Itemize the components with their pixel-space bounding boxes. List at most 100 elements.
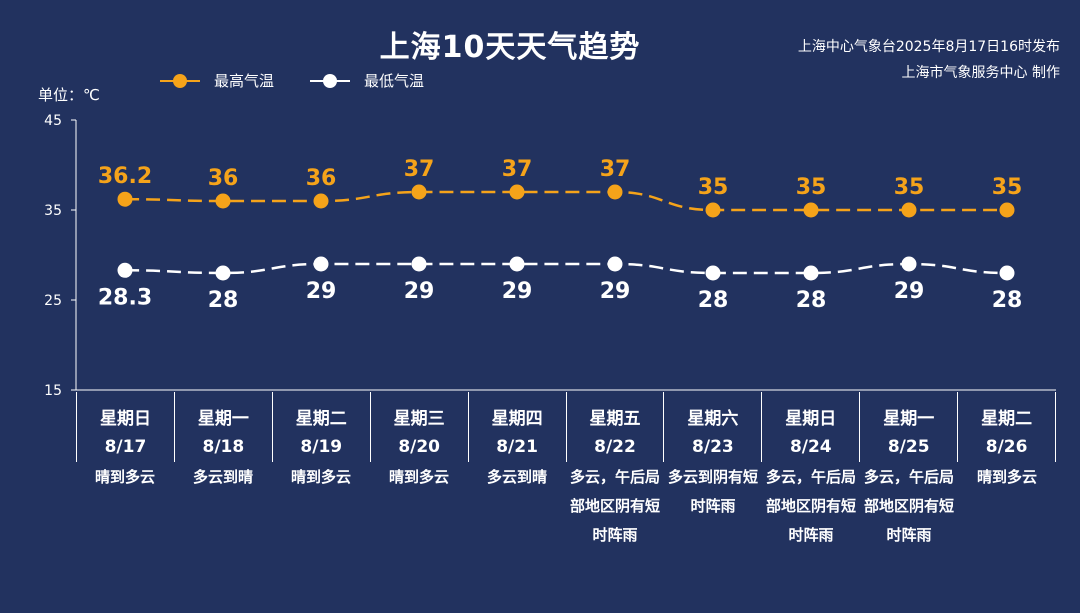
data-label-high: 36.2: [98, 164, 152, 189]
data-point-low: [803, 265, 819, 281]
weekday-label: 星期一: [883, 409, 935, 429]
data-label-high: 35: [992, 175, 1023, 200]
day-column: 星期五 8/22: [565, 392, 664, 462]
data-label-low: 29: [404, 279, 435, 304]
legend-low-marker: [310, 73, 351, 88]
date-label: 8/21: [496, 437, 538, 457]
legend-high-label: 最高气温: [214, 72, 275, 90]
data-label-high: 35: [894, 175, 925, 200]
data-label-low: 28: [796, 288, 827, 313]
day-column: 星期六 8/23: [663, 392, 761, 462]
data-label-high: 37: [502, 157, 533, 182]
day-column: 星期日 8/24: [761, 392, 859, 462]
day-table: 星期日 8/17 星期一 8/18 星期二 8/19 星期三 8/20 星期四 8/21 星期五 8/…: [76, 392, 1057, 462]
weekday-label: 星期二: [295, 409, 347, 429]
data-point-high: [705, 202, 721, 218]
weather-description: 晴到多云: [388, 468, 449, 486]
chart-legend: 最高气温 最低气温: [160, 70, 424, 91]
data-point-high: [313, 193, 329, 209]
page-title: 上海10天天气趋势: [379, 30, 641, 65]
data-point-high: [999, 202, 1015, 218]
day-column: 星期三 8/20: [369, 392, 468, 462]
weekday-label: 星期六: [687, 409, 739, 429]
data-label-low: 29: [600, 279, 631, 304]
weather-description: 多云到晴: [192, 468, 253, 486]
date-label: 8/22: [594, 437, 636, 457]
weather-description: 晴到多云: [94, 468, 155, 486]
weather-description: 多云，午后局部地区阴有短时阵雨: [864, 468, 955, 544]
date-label: 8/24: [789, 437, 832, 457]
weather-description: 晴到多云: [290, 468, 351, 486]
weekday-label: 星期三: [393, 409, 445, 429]
day-column: 星期日 8/17: [76, 392, 174, 462]
data-label-high: 37: [404, 157, 435, 182]
weather-description: 多云到阴有短时阵雨: [668, 468, 759, 515]
legend-low-label: 最低气温: [364, 72, 425, 90]
data-label-low: 29: [306, 279, 337, 304]
date-label: 8/26: [985, 437, 1028, 457]
data-label-low: 28: [208, 288, 239, 313]
y-tick-label: 35: [44, 203, 62, 219]
date-label: 8/23: [692, 437, 734, 457]
data-point-low: [901, 256, 917, 272]
data-point-low: [411, 256, 427, 272]
data-point-high: [607, 184, 623, 200]
weekday-label: 星期四: [491, 409, 543, 429]
legend-high-marker: [160, 73, 200, 88]
data-label-high: 37: [600, 157, 631, 182]
y-tick-label: 25: [44, 293, 62, 309]
weekday-label: 星期二: [981, 409, 1033, 429]
data-point-low: [313, 256, 329, 272]
data-point-high: [117, 191, 133, 207]
weather-description: 多云，午后局部地区阴有短时阵雨: [570, 468, 661, 544]
data-point-low: [509, 256, 525, 272]
data-point-low: [215, 265, 231, 281]
weather-description: 晴到多云: [976, 468, 1037, 486]
legend-item-high: 最高气温: [160, 70, 274, 91]
data-label-low: 28: [698, 288, 729, 313]
data-label-low: 29: [894, 279, 925, 304]
weekday-label: 星期日: [785, 409, 837, 429]
weather-description: 多云，午后局部地区阴有短时阵雨: [766, 468, 857, 544]
data-point-low: [607, 256, 623, 272]
weekday-label: 星期一: [197, 409, 249, 429]
data-point-high: [215, 193, 231, 209]
date-label: 8/19: [300, 437, 343, 457]
data-point-low: [117, 262, 133, 278]
issuer-info: 上海中心气象台2025年8月17日16时发布 上海市气象服务中心 制作: [798, 34, 1060, 86]
y-axis-unit: 单位：℃: [38, 86, 100, 104]
data-label-low: 28.3: [98, 285, 152, 310]
data-point-low: [705, 265, 721, 281]
day-column: 星期一 8/18: [173, 392, 272, 462]
data-point-high: [803, 202, 819, 218]
weather-row: 晴到多云 多云到晴 晴到多云 晴到多云 多云到晴 多云，午后局部地区阴有短时阵雨 多云到阴有…: [76, 463, 1056, 550]
data-point-low: [999, 265, 1015, 281]
date-label: 8/20: [398, 437, 441, 457]
series-line-high: [124, 190, 1007, 212]
date-label: 8/18: [202, 437, 245, 457]
date-label: 8/25: [887, 437, 930, 457]
data-point-high: [509, 184, 525, 200]
y-tick-label: 15: [44, 383, 62, 399]
y-tick-label: 45: [44, 113, 62, 129]
legend-item-low: 最低气温: [310, 70, 424, 91]
date-label: 8/17: [104, 437, 147, 457]
data-label-low: 28: [992, 288, 1023, 313]
weekday-label: 星期五: [589, 409, 641, 429]
data-label-high: 36: [208, 166, 239, 191]
series-line-low: [124, 262, 1008, 275]
data-point-high: [901, 202, 917, 218]
weather-description: 多云到晴: [486, 468, 547, 486]
weekday-label: 星期日: [99, 409, 151, 429]
day-column: 星期四 8/21: [467, 392, 566, 462]
day-column: 星期二 8/19: [271, 392, 370, 462]
data-label-low: 29: [502, 279, 533, 304]
issuer-line-1: 上海中心气象台2025年8月17日16时发布: [797, 39, 1060, 55]
day-column: 星期一 8/25: [859, 392, 957, 462]
day-column: 星期二 8/26: [957, 392, 1057, 462]
data-label-high: 35: [796, 175, 827, 200]
data-point-high: [411, 184, 427, 200]
data-label-high: 36: [306, 166, 337, 191]
issuer-line-2: 上海市气象服务中心 制作: [901, 65, 1060, 81]
